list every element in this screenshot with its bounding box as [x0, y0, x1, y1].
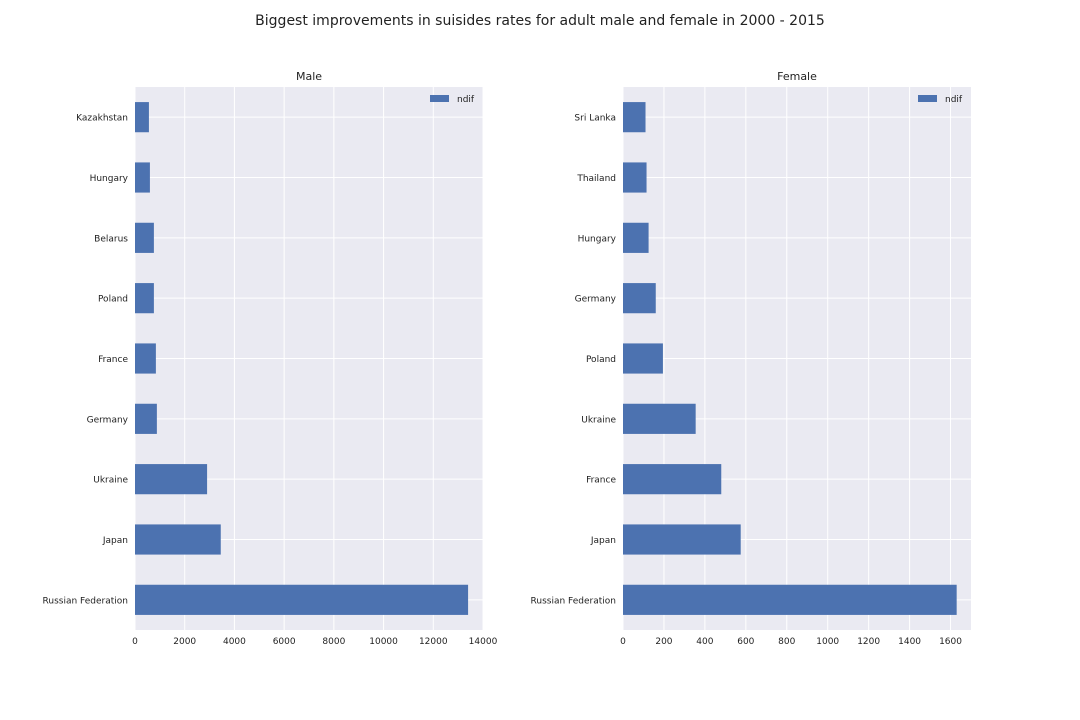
female-x-tick-label: 200 — [655, 637, 672, 647]
female-x-tick-label: 600 — [737, 637, 754, 647]
female-bar-ukraine — [623, 403, 696, 434]
male-x-tick-label: 4000 — [223, 637, 246, 647]
male-bar-kazakhstan — [135, 102, 149, 133]
male-x-tick-label: 0 — [132, 637, 138, 647]
female-chart-title: Female — [777, 70, 817, 83]
female-chart: Russian Federation Japan France Ukraine Pola… — [531, 70, 971, 647]
female-y-tick-label: Thailand — [576, 174, 616, 184]
male-bar-poland — [135, 283, 154, 314]
female-x-tick-label: 800 — [778, 637, 795, 647]
male-y-tick-label: Hungary — [90, 174, 129, 184]
male-bar-ukraine — [135, 464, 208, 495]
female-y-tick-label: Japan — [590, 536, 616, 546]
male-bar-germany — [135, 403, 157, 434]
female-bar-sri-lanka — [623, 102, 646, 133]
male-x-tick-label: 12000 — [419, 637, 448, 647]
male-x-tick-label: 10000 — [369, 637, 398, 647]
male-chart: Russian Federation Japan Ukraine Germany Fra… — [43, 70, 498, 647]
female-x-tick-label: 1000 — [816, 637, 839, 647]
female-y-tick-label: Russian Federation — [531, 596, 616, 606]
male-x-tick-label: 6000 — [273, 637, 296, 647]
female-x-tick-label: 1400 — [898, 637, 921, 647]
female-x-tick-label: 1200 — [857, 637, 880, 647]
male-bar-france — [135, 343, 156, 374]
female-y-tick-label: Poland — [586, 355, 616, 365]
female-legend-label: ndif — [945, 95, 963, 105]
male-y-tick-label: Russian Federation — [43, 596, 128, 606]
female-bar-thailand — [623, 162, 647, 193]
female-y-tick-label: Germany — [575, 295, 617, 305]
female-bar-poland — [623, 343, 663, 374]
male-y-tick-label: Poland — [98, 295, 128, 305]
male-x-tick-label: 2000 — [173, 637, 196, 647]
male-bar-hungary — [135, 162, 150, 193]
male-x-tick-label: 14000 — [469, 637, 498, 647]
male-x-tick-label: 8000 — [322, 637, 345, 647]
male-y-tick-label: Japan — [102, 536, 128, 546]
male-y-tick-label: France — [98, 355, 128, 365]
male-legend-label: ndif — [457, 95, 475, 105]
male-legend-swatch — [430, 95, 449, 102]
female-y-tick-label: France — [586, 476, 616, 486]
male-y-tick-label: Germany — [87, 415, 129, 425]
male-y-tick-label: Kazakhstan — [76, 114, 128, 124]
male-bar-belarus — [135, 222, 154, 253]
male-bar-russian-federation — [135, 584, 469, 615]
figure-title: Biggest improvements in suisides rates f… — [255, 13, 825, 29]
female-bar-germany — [623, 283, 656, 314]
male-legend: ndif — [430, 95, 475, 105]
male-chart-title: Male — [296, 70, 322, 83]
female-bar-france — [623, 464, 722, 495]
male-y-tick-label: Ukraine — [93, 476, 128, 486]
male-bar-japan — [135, 524, 221, 555]
female-x-tick-label: 0 — [620, 637, 626, 647]
female-x-tick-label: 1600 — [939, 637, 962, 647]
female-bar-hungary — [623, 222, 649, 253]
female-y-tick-label: Sri Lanka — [574, 114, 616, 124]
female-legend-swatch — [918, 95, 937, 102]
female-bar-russian-federation — [623, 584, 957, 615]
female-bar-japan — [623, 524, 741, 555]
female-y-tick-label: Hungary — [578, 234, 617, 244]
female-legend: ndif — [918, 95, 963, 105]
male-y-tick-label: Belarus — [94, 234, 128, 244]
female-x-tick-label: 400 — [696, 637, 713, 647]
female-y-tick-label: Ukraine — [581, 415, 616, 425]
